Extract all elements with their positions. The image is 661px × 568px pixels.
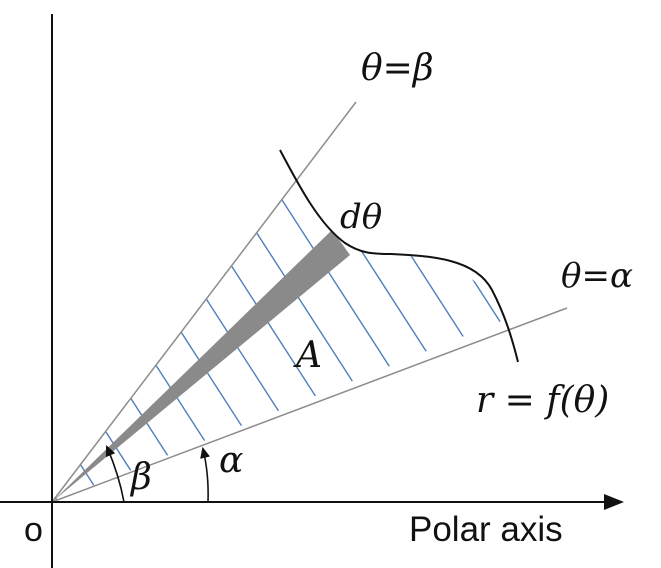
label-theta-alpha: θ=α	[561, 256, 633, 296]
label-area: A	[293, 335, 322, 376]
hatch-line	[52, 188, 251, 502]
hatch-line	[119, 188, 401, 456]
label-beta: β	[129, 457, 152, 498]
label-alpha: α	[219, 440, 243, 481]
hatch-line	[52, 188, 289, 498]
beta-arc	[105, 444, 125, 503]
curve-r-f-theta	[279, 149, 519, 363]
label-theta-beta: θ=β	[361, 48, 434, 89]
label-d-theta: dθ	[340, 197, 382, 237]
hatch-line	[52, 188, 214, 502]
label-origin: o	[24, 511, 43, 549]
ray-theta-alpha	[51, 307, 568, 503]
label-curve: r = f(θ)	[476, 380, 609, 421]
ray-theta-beta	[51, 101, 357, 503]
alpha-arc	[200, 446, 210, 503]
d-theta-sector	[52, 230, 350, 502]
hatch-line	[52, 188, 326, 484]
hatch-line	[306, 188, 504, 386]
label-polar-axis: Polar axis	[409, 510, 563, 549]
hatch-line	[52, 188, 139, 502]
hatch-line	[52, 188, 176, 502]
